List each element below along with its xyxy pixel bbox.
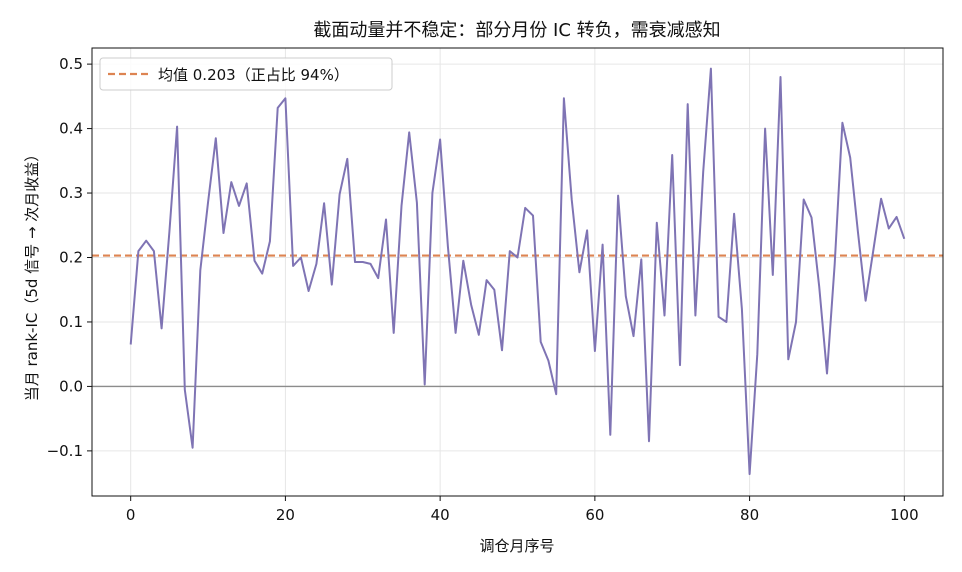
reference-lines xyxy=(92,254,943,388)
x-tick-label: 20 xyxy=(276,506,295,524)
x-tick-label: 100 xyxy=(890,506,919,524)
plot-frame xyxy=(91,47,944,497)
x-axis-title: 调仓月序号 xyxy=(479,537,554,555)
y-axis-ticks: −0.1 0.0 0.1 0.2 0.3 0.4 0.5 xyxy=(47,55,92,460)
x-tick-label: 40 xyxy=(431,506,450,524)
chart-title: 截面动量并不稳定：部分月份 IC 转负，需衰减感知 xyxy=(313,20,720,41)
y-axis-title: 当月 rank-IC（5d 信号 → 次月收益） xyxy=(23,147,41,402)
legend-label-mean: 均值 0.203（正占比 94%） xyxy=(158,66,349,84)
y-tick-label: −0.1 xyxy=(47,442,83,460)
x-axis-ticks: 0 20 40 60 80 100 xyxy=(126,496,919,524)
x-tick-label: 60 xyxy=(585,506,604,524)
legend-box xyxy=(99,57,393,91)
legend: 均值 0.203（正占比 94%） xyxy=(99,57,393,91)
y-tick-label: 0.2 xyxy=(59,248,83,266)
x-tick-label: 0 xyxy=(126,506,136,524)
y-tick-label: 0.3 xyxy=(59,184,83,202)
y-tick-label: 0.5 xyxy=(59,55,83,73)
grid-lines xyxy=(92,48,943,496)
y-tick-label: 0.0 xyxy=(59,377,83,395)
x-tick-label: 80 xyxy=(740,506,759,524)
series-line-ic xyxy=(129,67,906,476)
y-tick-label: 0.4 xyxy=(59,120,83,138)
y-tick-label: 0.1 xyxy=(59,313,83,331)
series-layer xyxy=(129,67,906,476)
